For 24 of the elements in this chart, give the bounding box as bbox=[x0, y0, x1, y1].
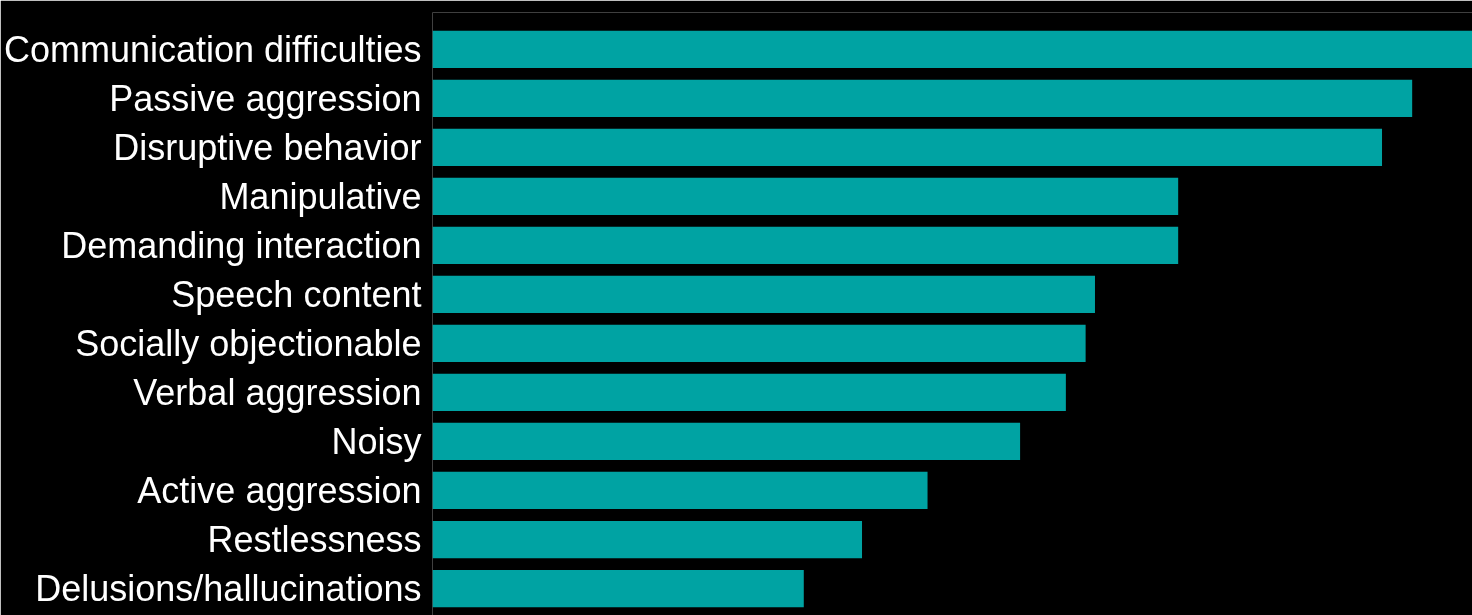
y-tick-label: Verbal aggression bbox=[133, 371, 422, 413]
bar bbox=[432, 177, 1179, 215]
y-tick-label: Demanding interaction bbox=[61, 224, 422, 266]
bar bbox=[432, 128, 1383, 166]
bar bbox=[432, 569, 804, 608]
bar bbox=[432, 422, 1021, 461]
bar bbox=[432, 79, 1413, 117]
bar bbox=[432, 373, 1066, 412]
y-tick-label: Speech content bbox=[171, 273, 422, 315]
y-tick-label: Active aggression bbox=[137, 469, 422, 511]
y-tick-label: Socially objectionable bbox=[75, 322, 422, 364]
y-tick-label: Delusions/hallucinations bbox=[35, 568, 422, 610]
y-tick-label: Communication difficulties bbox=[3, 28, 422, 70]
y-tick-label: Passive aggression bbox=[109, 77, 422, 119]
bar bbox=[432, 471, 928, 510]
bar bbox=[432, 324, 1086, 363]
y-tick-label: Noisy bbox=[331, 420, 422, 462]
bar bbox=[432, 275, 1095, 314]
y-tick-label: Manipulative bbox=[219, 175, 422, 217]
y-tick-label: Disruptive behavior bbox=[113, 126, 422, 168]
bar bbox=[432, 520, 863, 559]
y-tick-label: Restlessness bbox=[207, 519, 422, 561]
bar bbox=[432, 30, 1472, 68]
bar bbox=[432, 226, 1179, 264]
